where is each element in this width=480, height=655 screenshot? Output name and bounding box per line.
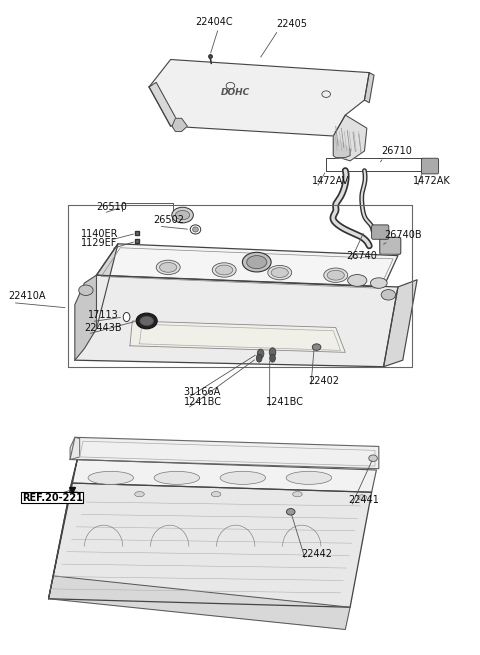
Polygon shape <box>75 275 398 367</box>
Ellipse shape <box>216 265 233 275</box>
Text: 26502: 26502 <box>153 215 184 225</box>
Circle shape <box>257 349 264 358</box>
Circle shape <box>123 312 130 322</box>
Ellipse shape <box>192 227 198 232</box>
Ellipse shape <box>268 265 292 280</box>
Text: 26510: 26510 <box>96 202 127 212</box>
Polygon shape <box>333 115 367 161</box>
Text: 22402: 22402 <box>308 376 339 386</box>
Ellipse shape <box>190 225 201 234</box>
Polygon shape <box>130 321 345 352</box>
Text: 22410A: 22410A <box>8 291 46 301</box>
Ellipse shape <box>172 207 193 223</box>
Polygon shape <box>333 136 350 158</box>
Ellipse shape <box>286 472 332 484</box>
Circle shape <box>269 348 276 357</box>
FancyBboxPatch shape <box>372 225 389 239</box>
Text: 1241BC: 1241BC <box>266 397 304 407</box>
Ellipse shape <box>371 278 387 288</box>
Ellipse shape <box>79 285 93 295</box>
Ellipse shape <box>220 472 265 484</box>
Text: 26740B: 26740B <box>384 230 422 240</box>
Ellipse shape <box>156 260 180 274</box>
Text: 31166A: 31166A <box>183 387 221 397</box>
Ellipse shape <box>348 274 367 286</box>
Ellipse shape <box>212 263 236 277</box>
Ellipse shape <box>159 263 177 272</box>
Polygon shape <box>48 576 350 629</box>
Text: 22442: 22442 <box>301 549 332 559</box>
Polygon shape <box>172 119 187 132</box>
Ellipse shape <box>327 271 344 280</box>
Ellipse shape <box>88 472 133 484</box>
Ellipse shape <box>136 313 157 329</box>
Ellipse shape <box>312 344 321 350</box>
Text: 22405: 22405 <box>276 19 307 29</box>
Text: 22441: 22441 <box>348 495 379 505</box>
Text: 22443B: 22443B <box>84 323 121 333</box>
Ellipse shape <box>293 491 302 496</box>
FancyBboxPatch shape <box>421 159 439 174</box>
Ellipse shape <box>70 491 80 496</box>
Text: 1472AK: 1472AK <box>413 176 451 186</box>
Ellipse shape <box>135 491 144 496</box>
Text: 26710: 26710 <box>381 146 412 157</box>
Polygon shape <box>75 244 118 360</box>
Polygon shape <box>75 275 96 360</box>
Text: 22404C: 22404C <box>195 17 232 27</box>
Ellipse shape <box>381 290 396 300</box>
Text: 1129EF: 1129EF <box>81 238 118 248</box>
Polygon shape <box>384 280 417 367</box>
Circle shape <box>256 354 262 362</box>
Polygon shape <box>149 83 178 126</box>
Polygon shape <box>48 460 77 599</box>
Text: 26740: 26740 <box>346 251 377 261</box>
Text: REF.20-221: REF.20-221 <box>22 493 83 502</box>
Polygon shape <box>96 244 398 287</box>
Ellipse shape <box>242 252 271 272</box>
Ellipse shape <box>140 316 154 326</box>
Circle shape <box>270 354 276 362</box>
Text: 1241BC: 1241BC <box>183 397 222 407</box>
Ellipse shape <box>175 210 190 219</box>
Text: 17113: 17113 <box>88 310 119 320</box>
Ellipse shape <box>369 455 377 462</box>
Polygon shape <box>48 483 372 607</box>
FancyBboxPatch shape <box>380 237 401 254</box>
Text: 1140ER: 1140ER <box>81 229 119 238</box>
Text: 1472AV: 1472AV <box>312 176 349 186</box>
Polygon shape <box>364 73 374 103</box>
Polygon shape <box>72 460 376 492</box>
Ellipse shape <box>287 508 295 515</box>
Ellipse shape <box>247 255 267 269</box>
Ellipse shape <box>324 268 348 282</box>
Ellipse shape <box>271 268 288 278</box>
Polygon shape <box>149 60 369 136</box>
Ellipse shape <box>357 495 367 500</box>
Polygon shape <box>70 438 379 469</box>
Ellipse shape <box>154 472 200 484</box>
Ellipse shape <box>211 491 221 496</box>
Polygon shape <box>70 438 80 460</box>
Text: DOHC: DOHC <box>221 88 250 97</box>
